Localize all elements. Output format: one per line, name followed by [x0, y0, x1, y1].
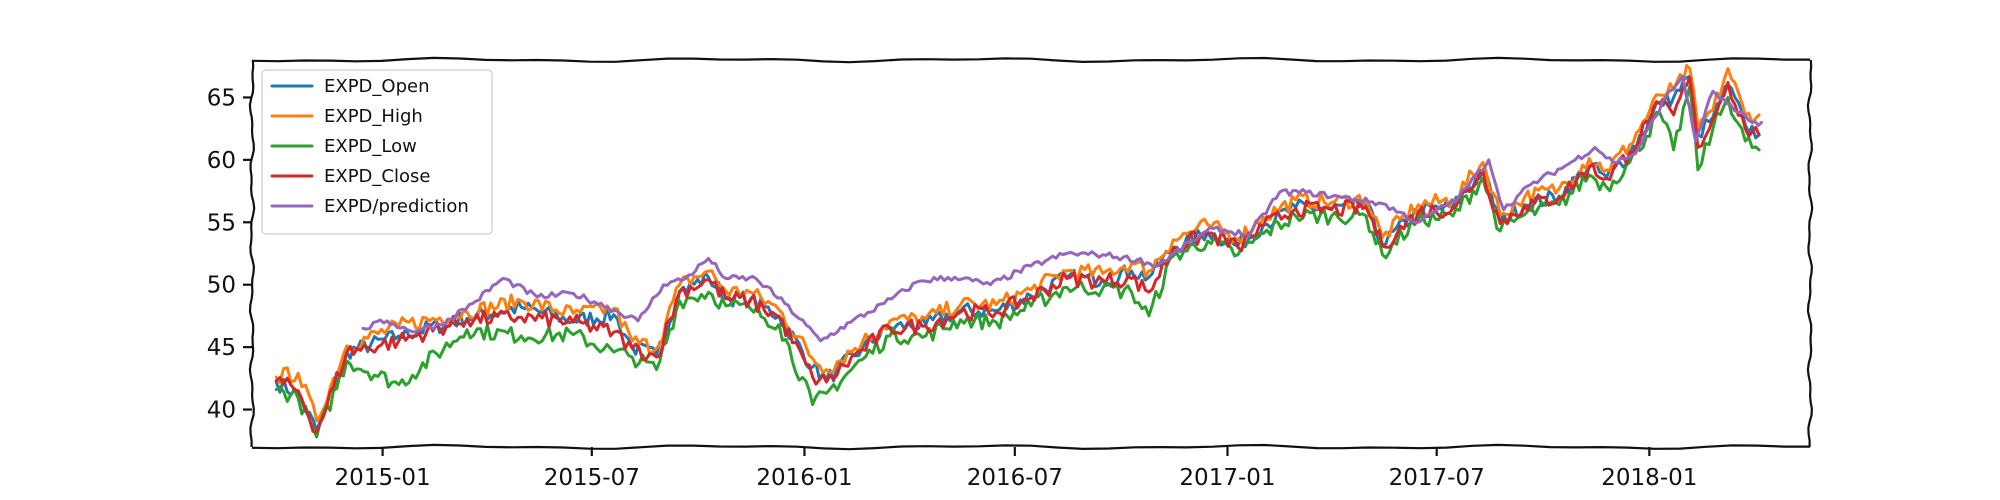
x-tick-label: 2017-07: [1389, 465, 1485, 491]
legend-label-expd-high: EXPD_High: [324, 106, 423, 127]
x-tick-label: 2018-01: [1601, 465, 1697, 491]
y-tick-label: 45: [207, 335, 236, 361]
legend-box: [261, 69, 493, 235]
y-tick-label: 40: [207, 398, 236, 424]
series-layer: [274, 64, 1763, 439]
axes-spine-right: [1806, 59, 1814, 447]
axes-spine-bottom: [251, 443, 1810, 451]
y-axis: 40 45 50 55 60 65: [207, 85, 252, 424]
legend-label-expd-low: EXPD_Low: [324, 136, 417, 157]
y-tick-label: 50: [207, 273, 236, 299]
x-tick-label: 2015-01: [335, 465, 431, 491]
x-axis: 2015-01 2015-07 2016-01 2016-07 2017-01 2017-…: [335, 447, 1697, 491]
plot-background: [252, 60, 1810, 447]
legend-label-expd-prediction: EXPD/prediction: [324, 196, 469, 217]
axes-spine-left: [248, 59, 256, 447]
x-tick-label: 2016-01: [756, 465, 852, 491]
legend-label-expd-close: EXPD_Close: [324, 166, 430, 187]
series-line-expd-low: [274, 84, 1761, 439]
axes-spine-top: [251, 56, 1810, 64]
y-tick-label: 65: [207, 85, 236, 111]
y-tick-label: 55: [207, 210, 236, 236]
y-tick-label: 60: [207, 148, 236, 174]
x-tick-label: 2017-01: [1179, 465, 1275, 491]
legend: EXPD_Open EXPD_High EXPD_Low EXPD_Close EXPD…: [261, 69, 493, 235]
x-tick-label: 2016-07: [967, 465, 1063, 491]
series-line-expd-close: [274, 76, 1761, 434]
plot-area: [252, 60, 1810, 447]
series-line-expd-prediction: [361, 74, 1763, 343]
axes-frame: [248, 56, 1814, 451]
x-tick-label: 2015-07: [544, 465, 640, 491]
legend-label-expd-open: EXPD_Open: [324, 76, 430, 97]
